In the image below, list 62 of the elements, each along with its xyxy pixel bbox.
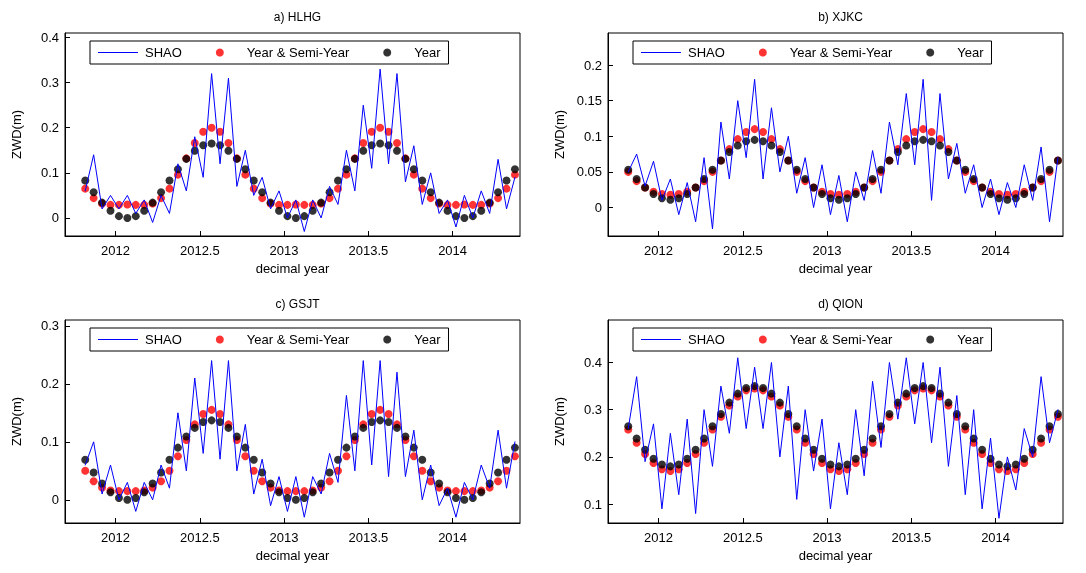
legend-label: Year xyxy=(414,331,442,347)
x-tick-label: 2012 xyxy=(644,243,674,258)
x-tick-label: 2012.5 xyxy=(179,529,220,545)
chart-title: d) QION xyxy=(818,296,863,311)
x-tick-label: 2013.5 xyxy=(891,243,932,258)
chart-title: a) HLHG xyxy=(273,10,322,24)
x-tick-label: 2012.5 xyxy=(722,243,763,258)
y-tick-label: 0.3 xyxy=(40,75,59,91)
x-axis-title: decimal year xyxy=(798,260,874,276)
y-tick-label: 0.3 xyxy=(40,317,59,333)
x-axis-title: decimal year xyxy=(798,547,874,563)
x-tick-label: 2014 xyxy=(438,243,468,258)
legend-label: SHAO xyxy=(688,331,725,347)
x-tick-label: 2013 xyxy=(812,243,842,258)
x-tick-label: 2013 xyxy=(269,243,299,258)
legend-label: SHAO xyxy=(145,45,182,60)
y-tick-label: 0.1 xyxy=(583,496,602,512)
legend-label: Year & Semi-Year xyxy=(789,331,893,347)
y-tick-label: 0.05 xyxy=(576,164,602,180)
y-tick-label: 0.2 xyxy=(583,57,602,73)
legend-label: SHAO xyxy=(145,331,182,347)
legend-label: Year & Semi-Year xyxy=(789,45,893,60)
y-tick-label: 0.1 xyxy=(583,128,602,144)
y-tick-label: 0 xyxy=(51,491,59,507)
x-axis-title: decimal year xyxy=(255,547,331,563)
x-tick-label: 2012 xyxy=(101,529,131,545)
chart-title: c) GSJT xyxy=(275,296,321,311)
legend-label: Year xyxy=(957,331,985,347)
x-tick-label: 2014 xyxy=(438,529,468,545)
legend-label: Year & Semi-Year xyxy=(246,331,350,347)
legend-label: Year & Semi-Year xyxy=(246,45,350,60)
x-tick-label: 2013.5 xyxy=(891,529,932,545)
y-tick-label: 0.1 xyxy=(40,165,59,181)
y-tick-label: 0.3 xyxy=(583,401,602,417)
x-tick-label: 2012 xyxy=(101,243,131,258)
chart-title: b) XJKC xyxy=(818,10,864,24)
y-tick-label: 0.4 xyxy=(583,354,602,370)
y-tick-label: 0.15 xyxy=(576,93,602,109)
x-tick-label: 2013.5 xyxy=(348,529,389,545)
y-axis-title: ZWD(m) xyxy=(9,396,24,446)
legend-label: Year xyxy=(957,45,985,60)
y-axis-title: ZWD(m) xyxy=(9,109,24,160)
y-tick-label: 0 xyxy=(594,200,602,216)
x-tick-label: 2014 xyxy=(981,529,1011,545)
y-tick-label: 0.2 xyxy=(40,375,59,391)
y-tick-label: 0.2 xyxy=(583,448,602,464)
y-tick-label: 0.1 xyxy=(40,433,59,449)
x-tick-label: 2014 xyxy=(981,243,1011,258)
y-axis-title: ZWD(m) xyxy=(551,109,567,160)
y-tick-label: 0.2 xyxy=(40,120,59,136)
x-tick-label: 2013 xyxy=(269,529,299,545)
y-tick-label: 0.4 xyxy=(40,30,59,46)
y-axis-title: ZWD(m) xyxy=(552,396,567,446)
x-tick-label: 2013.5 xyxy=(348,243,389,258)
x-tick-label: 2012.5 xyxy=(722,529,763,545)
y-tick-label: 0 xyxy=(51,210,59,226)
x-tick-label: 2012 xyxy=(644,529,674,545)
legend-label: SHAO xyxy=(688,45,725,60)
x-axis-title: decimal year xyxy=(255,260,331,276)
x-tick-label: 2012.5 xyxy=(179,243,220,258)
legend-label: Year xyxy=(414,45,442,60)
x-tick-label: 2013 xyxy=(812,529,842,545)
